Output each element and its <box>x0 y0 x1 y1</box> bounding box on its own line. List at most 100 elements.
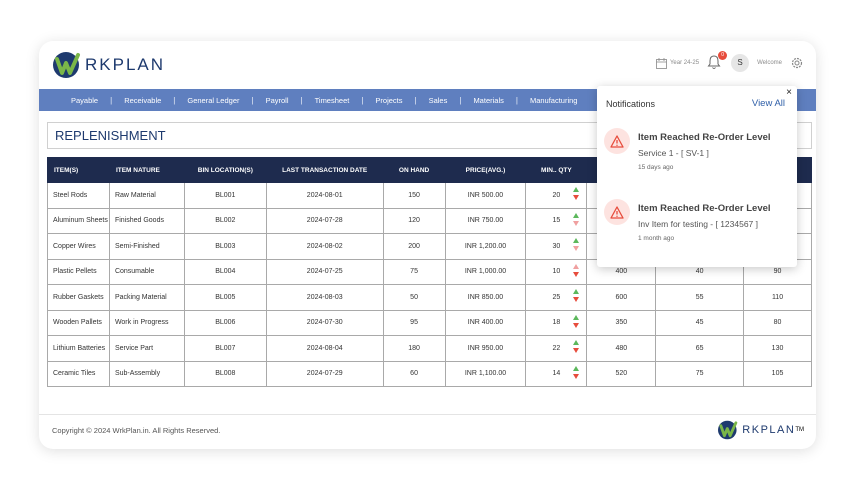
cell-value: 2024-08-02 <box>306 242 343 250</box>
table-row[interactable]: Plastic Pellets Consumable BL004 2024-07-25… <box>47 258 812 285</box>
decrease-arrow-icon[interactable] <box>573 297 580 302</box>
nav-separator: | <box>173 95 176 105</box>
qty-stepper[interactable] <box>573 187 580 200</box>
increase-arrow-icon[interactable] <box>573 238 580 243</box>
cell-value: Work in Progress <box>114 319 169 327</box>
column-header[interactable]: ITEM NATURE <box>108 157 185 183</box>
trademark-mark: TM <box>795 427 804 433</box>
notification-item[interactable]: Item Reached Re-Order Level Inv Item for… <box>604 199 789 257</box>
column-header[interactable]: ON HAND <box>382 157 446 183</box>
table-cell: Rubber Gaskets <box>47 284 110 311</box>
gear-icon[interactable] <box>790 56 804 70</box>
increase-arrow-icon[interactable] <box>573 263 580 269</box>
cell-value: 55 <box>695 293 704 301</box>
table-cell: 10 <box>525 258 588 285</box>
cell-value: Raw Material <box>114 191 156 199</box>
qty-stepper[interactable] <box>573 314 580 328</box>
table-cell: 18 <box>525 309 588 336</box>
cell-value: 15 <box>552 217 561 225</box>
table-cell: Consumable <box>108 258 185 285</box>
table-cell: Wooden Pallets <box>47 309 110 336</box>
cell-value: INR 1,100.00 <box>464 370 507 378</box>
table-row[interactable]: Wooden Pallets Work in Progress BL006 2024-… <box>47 309 812 336</box>
cell-value: Finished Goods <box>114 217 164 225</box>
qty-stepper[interactable] <box>573 238 580 251</box>
nav-item-payable[interactable]: Payable <box>59 96 110 105</box>
cell-value: 180 <box>408 344 420 352</box>
column-header[interactable]: ITEM(S) <box>47 157 110 183</box>
increase-arrow-icon[interactable] <box>573 212 580 218</box>
decrease-arrow-icon[interactable] <box>573 348 580 353</box>
table-cell: 30 <box>525 233 588 260</box>
cell-value: 110 <box>771 293 784 301</box>
decrease-arrow-icon[interactable] <box>573 220 580 226</box>
column-header[interactable]: MIN.. QTY <box>525 157 588 183</box>
decrease-arrow-icon[interactable] <box>573 271 580 277</box>
nav-item-materials[interactable]: Materials <box>461 96 515 105</box>
nav-item-general-ledger[interactable]: General Ledger <box>175 96 251 105</box>
calendar-icon <box>656 57 667 69</box>
decrease-arrow-icon[interactable] <box>573 246 580 251</box>
table-cell: Service Part <box>108 335 185 362</box>
increase-arrow-icon[interactable] <box>573 187 580 192</box>
logo-text: RKPLAN <box>85 55 166 74</box>
view-all-link[interactable]: View All <box>751 98 785 109</box>
cell-value: 480 <box>615 344 628 352</box>
decrease-arrow-icon[interactable] <box>573 195 580 200</box>
notifications-button[interactable]: 0 <box>707 51 728 71</box>
page-title-box: REPLENISHMENT <box>47 122 812 149</box>
qty-stepper[interactable] <box>573 340 580 353</box>
qty-stepper[interactable] <box>573 263 580 277</box>
table-row[interactable]: Rubber Gaskets Packing Material BL005 2024-… <box>47 284 812 311</box>
increase-arrow-icon[interactable] <box>573 340 580 345</box>
table-row[interactable]: Lithium Batteries Service Part BL007 2024-0… <box>47 335 812 362</box>
column-header[interactable]: PRICE(AVG.) <box>444 157 527 183</box>
cell-value: 14 <box>552 370 561 378</box>
decrease-arrow-icon[interactable] <box>573 373 580 379</box>
nav-item-timesheet[interactable]: Timesheet <box>303 96 362 105</box>
column-header[interactable]: BIN LOCATION(S) <box>183 157 267 183</box>
increase-arrow-icon[interactable] <box>573 314 580 320</box>
table-cell: 25 <box>525 284 588 311</box>
increase-arrow-icon[interactable] <box>573 365 580 371</box>
nav-item-label: Receivable <box>124 95 162 105</box>
footer-logo: RKPLAN TM <box>717 420 804 440</box>
notification-item[interactable]: Item Reached Re-Order Level Service 1 - … <box>604 128 789 186</box>
table-row[interactable]: Ceramic Tiles Sub-Assembly BL008 2024-07-29… <box>47 360 812 387</box>
cell-value: Sub-Assembly <box>114 370 161 378</box>
table-cell: 120 <box>382 207 446 234</box>
nav-item-sales[interactable]: Sales <box>417 96 460 105</box>
cell-value: 10 <box>552 268 561 276</box>
fiscal-year[interactable]: Year 24-25 <box>656 57 699 69</box>
table-cell: INR 1,100.00 <box>444 360 527 387</box>
table-cell: 130 <box>743 335 812 362</box>
qty-stepper[interactable] <box>573 365 580 379</box>
table-cell: 200 <box>382 233 446 260</box>
notification-body: Service 1 - [ SV-1 ] <box>638 148 709 158</box>
qty-stepper[interactable] <box>573 212 580 226</box>
cell-value: BL005 <box>215 293 236 301</box>
avatar[interactable]: S <box>731 54 750 72</box>
nav-item-projects[interactable]: Projects <box>363 96 414 105</box>
nav-item-label: General Ledger <box>187 95 240 105</box>
qty-stepper[interactable] <box>573 289 580 302</box>
cell-value: 520 <box>615 370 628 378</box>
column-header[interactable]: LAST TRANSACTION DATE <box>265 157 384 183</box>
close-icon[interactable]: × <box>786 87 792 98</box>
cell-value: INR 950.00 <box>467 344 504 352</box>
cell-value: Steel Rods <box>53 191 88 199</box>
nav-item-label: Payable <box>71 95 99 105</box>
nav-item-receivable[interactable]: Receivable <box>112 96 173 105</box>
cell-value: 95 <box>410 319 418 327</box>
increase-arrow-icon[interactable] <box>573 289 580 294</box>
cell-value: BL001 <box>215 191 236 199</box>
table-cell: Work in Progress <box>108 309 185 336</box>
warning-icon <box>604 128 630 154</box>
nav-item-manufacturing[interactable]: Manufacturing <box>518 96 590 105</box>
page-title: REPLENISHMENT <box>55 128 166 143</box>
nav-item-payroll[interactable]: Payroll <box>254 96 301 105</box>
brand-logo[interactable]: RKPLAN <box>52 51 165 79</box>
decrease-arrow-icon[interactable] <box>573 322 580 328</box>
replenishment-table: ITEM(S) ITEM NATURE BIN LOCATION(S) LAST TR… <box>47 157 812 387</box>
cell-value: BL002 <box>215 217 236 225</box>
